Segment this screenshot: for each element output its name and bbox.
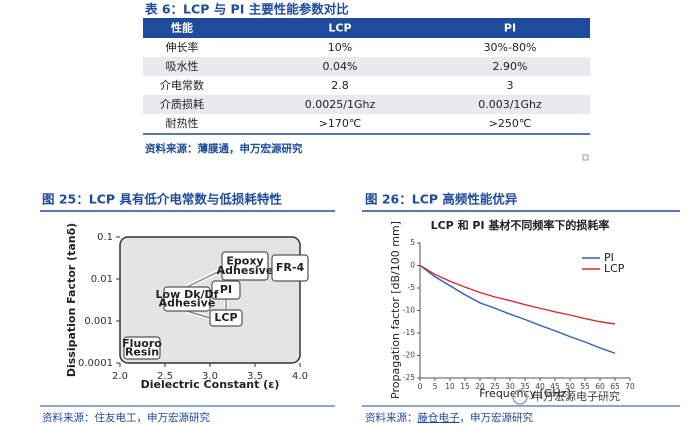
label-box bbox=[211, 280, 241, 300]
region-label: FR-4 bbox=[276, 261, 305, 274]
x-tick-label: 45 bbox=[550, 382, 560, 391]
legend-label: LCP bbox=[604, 262, 625, 275]
y-tick-label: -5 bbox=[408, 283, 416, 292]
region-label: PI bbox=[220, 283, 232, 296]
arrow bbox=[186, 310, 211, 319]
table-cell: 2.8 bbox=[331, 79, 349, 92]
header-cell: PI bbox=[504, 22, 516, 35]
table-source: 资料来源：薄膜通，申万宏源研究 bbox=[145, 142, 303, 155]
x-tick-label: 70 bbox=[625, 382, 635, 391]
chart-title: LCP 和 PI 基材不同频率下的损耗率 bbox=[431, 218, 610, 232]
y-axis-label: Dissipation Factor (tanδ) bbox=[65, 223, 78, 377]
x-tick-label: 60 bbox=[595, 382, 605, 391]
y-tick-label: 0.001 bbox=[84, 316, 113, 327]
label-box bbox=[209, 309, 243, 327]
table-cell: >170℃ bbox=[319, 117, 362, 130]
table-cell: 30%-80% bbox=[484, 41, 537, 54]
source-org: 藤仓电子 bbox=[418, 411, 460, 424]
label-box bbox=[271, 254, 309, 282]
table-cell: >250℃ bbox=[489, 117, 532, 130]
region-label: Low Dk/Df bbox=[156, 288, 219, 301]
source-prefix: 资料来源： bbox=[365, 411, 418, 424]
y-tick-label: -20 bbox=[403, 351, 415, 360]
y-tick-label: -25 bbox=[403, 373, 415, 382]
figure-source: 资料来源：藤仓电子，申万宏源研究 bbox=[365, 411, 533, 424]
x-axis-label: Dielectric Constant (ε) bbox=[141, 378, 280, 391]
legend-label: PI bbox=[604, 251, 614, 264]
figure-title: 图 25：LCP 具有低介电常数与低损耗特性 bbox=[42, 192, 282, 207]
table-header bbox=[143, 18, 590, 38]
table-cell: 0.003/1Ghz bbox=[478, 98, 542, 111]
y-tick-label: 0.0001 bbox=[78, 358, 113, 369]
x-tick-label: 15 bbox=[460, 382, 470, 391]
table-cell: 介电常数 bbox=[160, 79, 204, 92]
x-axis-label: Frequency [GHz] bbox=[479, 387, 570, 400]
label-box bbox=[123, 336, 161, 360]
label-box bbox=[221, 251, 269, 281]
x-tick-label: 40 bbox=[535, 382, 545, 391]
region-label: Fluoro bbox=[122, 337, 162, 350]
x-tick-label: 30 bbox=[505, 382, 515, 391]
line-series bbox=[419, 264, 616, 325]
table-row bbox=[143, 114, 590, 133]
header-cell: LCP bbox=[328, 22, 351, 35]
header-cell: 性能 bbox=[171, 21, 193, 35]
x-tick-label: 20 bbox=[475, 382, 485, 391]
x-tick-label: 35 bbox=[520, 382, 530, 391]
table-cell: 3 bbox=[507, 79, 514, 92]
table-title: 表 6：LCP 与 PI 主要性能参数对比 bbox=[144, 2, 349, 17]
marker bbox=[582, 154, 589, 161]
table-row bbox=[143, 76, 590, 95]
table-row bbox=[143, 38, 590, 57]
x-tick-label: 55 bbox=[580, 382, 590, 391]
table-row bbox=[143, 95, 590, 114]
table-cell: 10% bbox=[328, 41, 352, 54]
figure-title: 图 26：LCP 高频性能优异 bbox=[365, 192, 518, 207]
y-axis-label: Propagation factor [dB/100 mm] bbox=[389, 221, 402, 399]
region-label: Resin bbox=[125, 345, 159, 358]
x-tick-label: 50 bbox=[565, 382, 575, 391]
line-series bbox=[419, 264, 616, 354]
region-label: LCP bbox=[214, 311, 237, 324]
x-tick-label: 3.0 bbox=[202, 371, 218, 382]
y-tick-label: -10 bbox=[403, 306, 415, 315]
region-label: Adhesive bbox=[217, 264, 274, 277]
label-box bbox=[163, 286, 211, 312]
region-label: Epoxy bbox=[226, 254, 263, 267]
watermark: 申万宏源电子研究 bbox=[532, 389, 620, 403]
table-cell: 耐热性 bbox=[166, 116, 199, 130]
table-row bbox=[143, 57, 590, 76]
x-tick-label: 2.5 bbox=[157, 371, 173, 382]
x-tick-label: 0 bbox=[418, 382, 423, 391]
y-tick-label: 0.1 bbox=[97, 232, 113, 243]
x-tick-label: 3.5 bbox=[247, 371, 263, 382]
watermark-icon bbox=[512, 389, 528, 405]
y-tick-label: -15 bbox=[403, 328, 415, 337]
source-suffix: ，申万宏源研究 bbox=[460, 411, 534, 424]
table-cell: 介质损耗 bbox=[160, 97, 204, 111]
x-tick-label: 10 bbox=[445, 382, 455, 391]
x-tick-label: 5 bbox=[433, 382, 438, 391]
table-cell: 伸长率 bbox=[166, 40, 199, 54]
figure-source: 资料来源：住友电工，申万宏源研究 bbox=[42, 411, 210, 424]
y-tick-label: 0.01 bbox=[91, 274, 113, 285]
y-tick-label: 0 bbox=[410, 261, 415, 270]
x-tick-label: 2.0 bbox=[112, 371, 128, 382]
table-cell: 吸水性 bbox=[166, 59, 199, 73]
x-tick-label: 4.0 bbox=[292, 371, 308, 382]
table-cell: 0.04% bbox=[323, 60, 358, 73]
x-tick-label: 65 bbox=[610, 382, 620, 391]
region-label: Adhesive bbox=[159, 296, 216, 309]
y-tick-label: 5 bbox=[410, 238, 415, 247]
table-cell: 2.90% bbox=[493, 60, 528, 73]
x-tick-label: 25 bbox=[490, 382, 500, 391]
table-cell: 0.0025/1Ghz bbox=[305, 98, 376, 111]
